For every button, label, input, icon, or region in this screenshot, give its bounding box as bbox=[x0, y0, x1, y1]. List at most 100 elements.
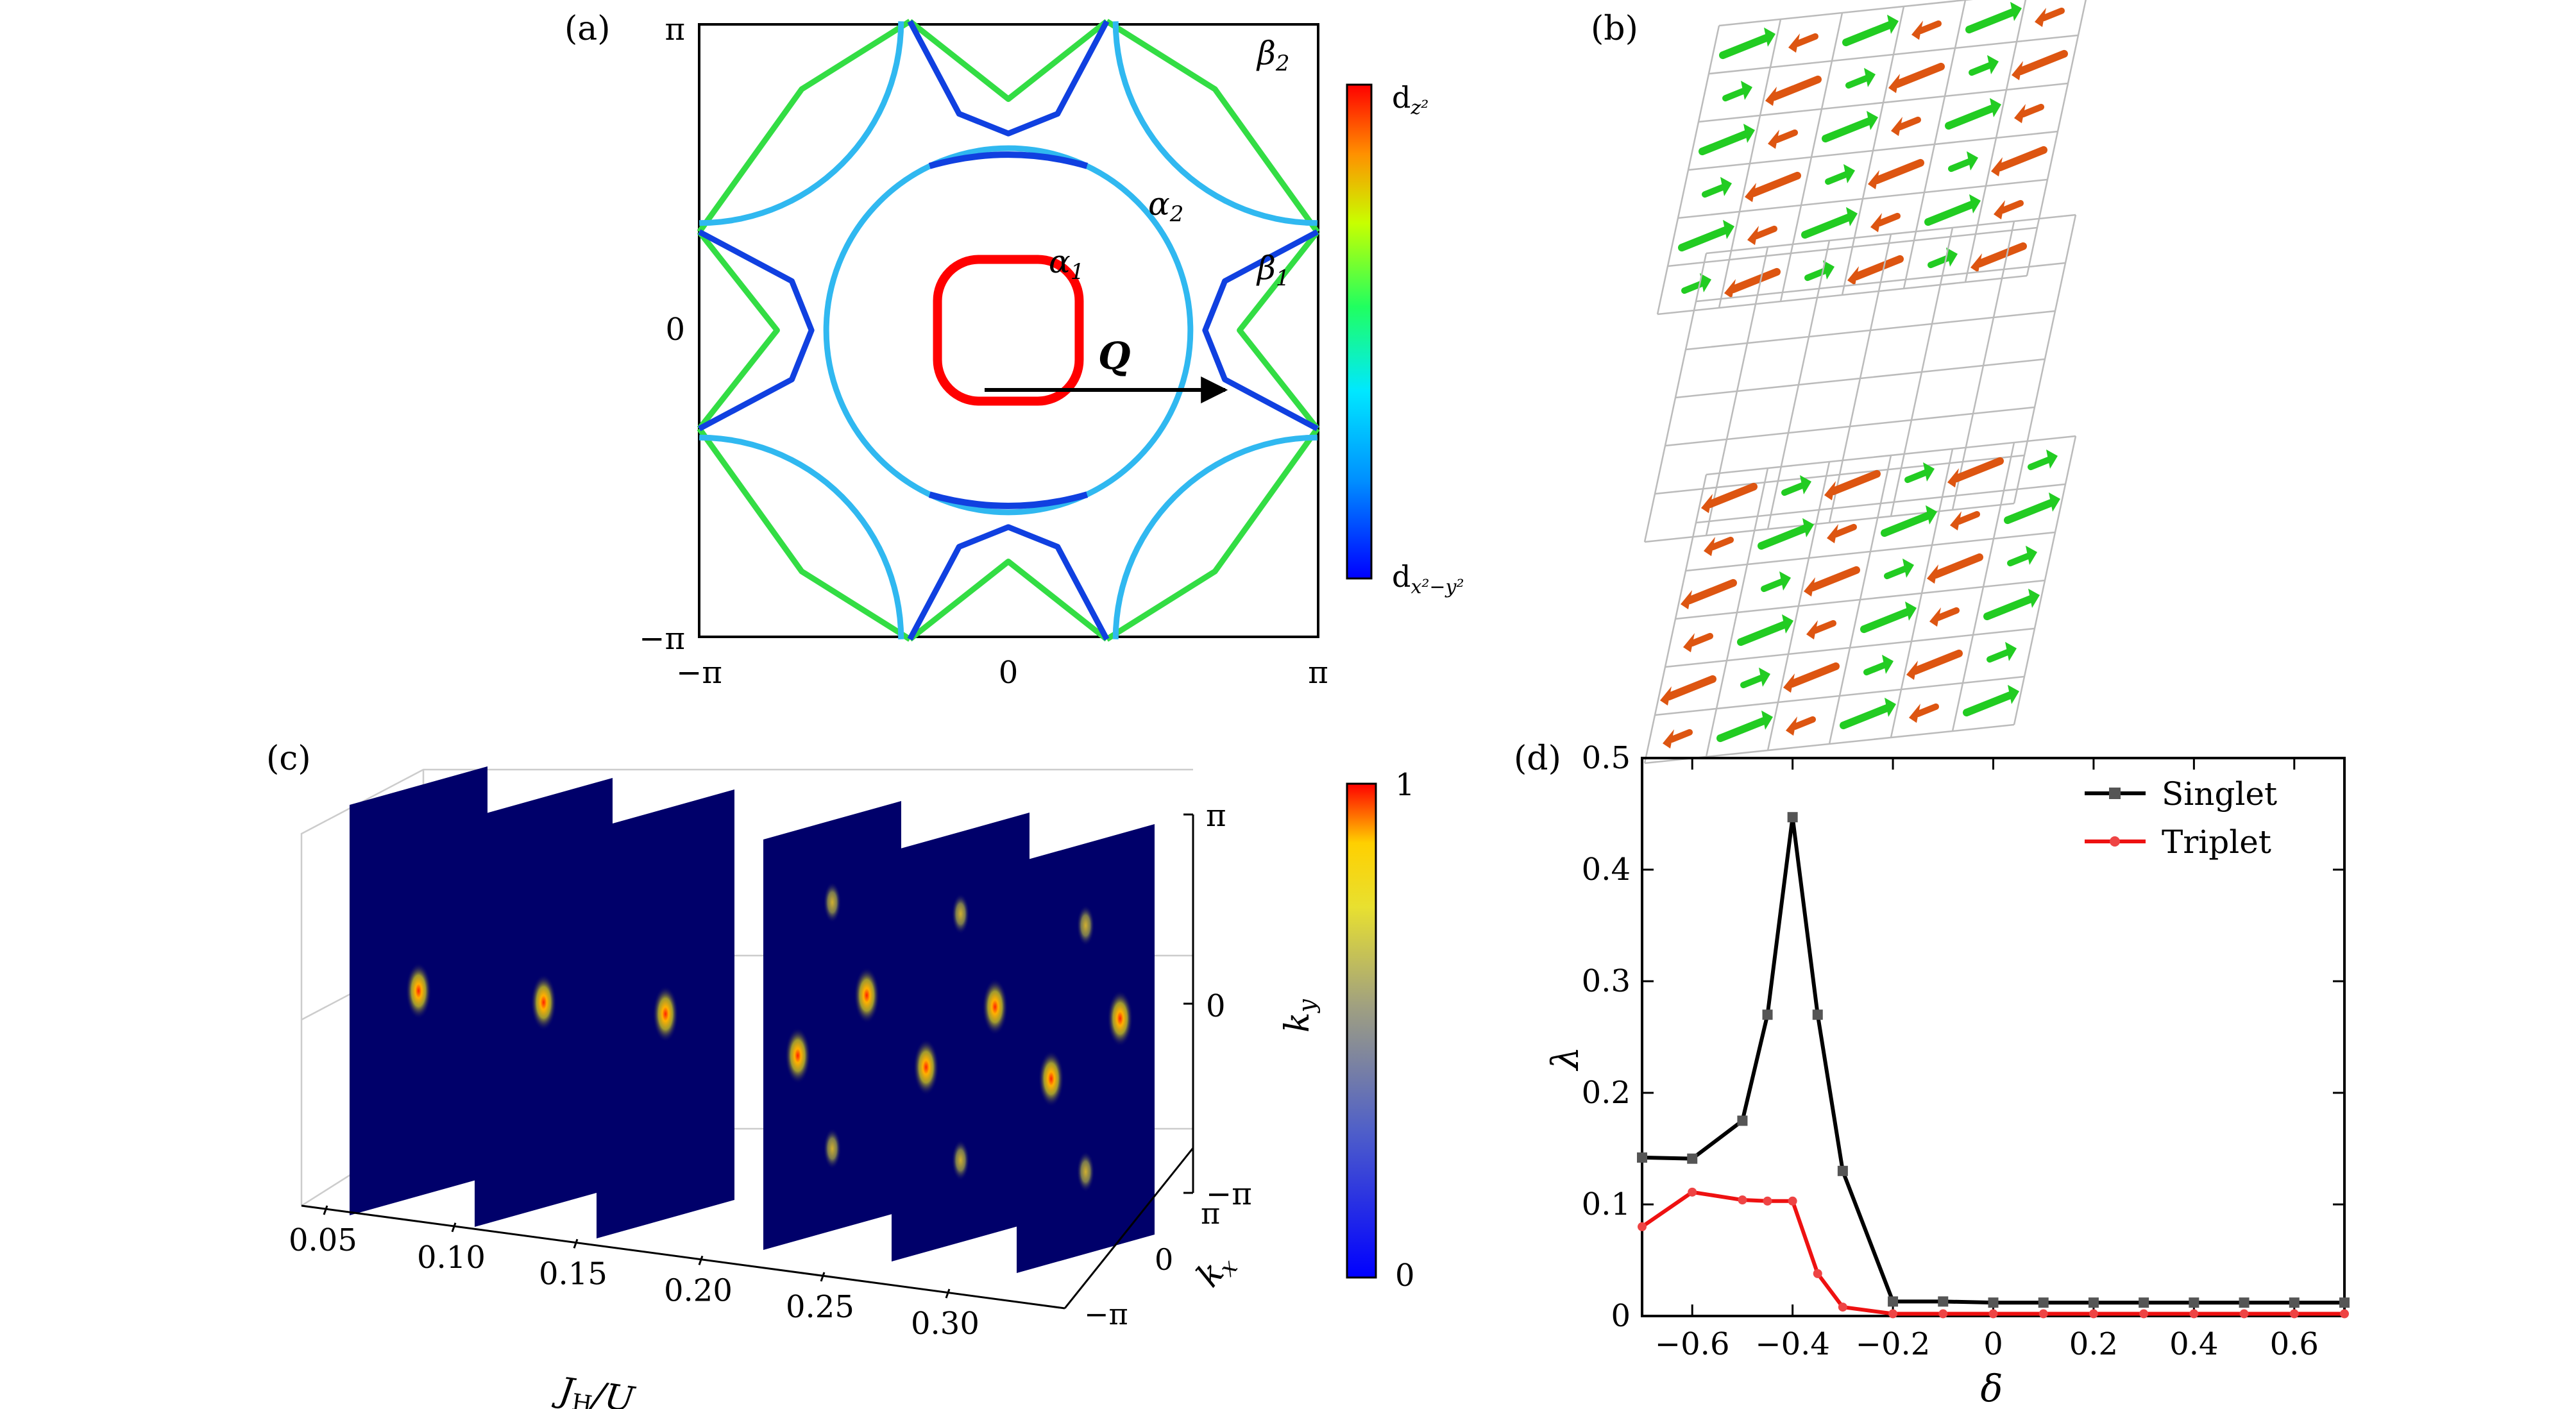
data-point bbox=[1988, 1309, 1998, 1319]
spin-arrow bbox=[1788, 662, 1840, 688]
panel-c-colorbar-bar bbox=[1346, 782, 1377, 1279]
panel-d-label: (d) bbox=[1514, 739, 1561, 778]
beta1-arc bbox=[699, 434, 904, 639]
spin-arrow bbox=[1915, 703, 1939, 718]
panel-d-ylabel: λ bbox=[1543, 1047, 1587, 1072]
spin-arrow bbox=[2040, 7, 2065, 22]
data-point bbox=[2289, 1297, 2300, 1308]
spin-arrow bbox=[1678, 226, 1729, 252]
d-y-tick-label: 0.5 bbox=[1582, 740, 1631, 776]
beta1-neck bbox=[907, 524, 1110, 641]
c-ky-tick-top: π bbox=[1206, 798, 1226, 834]
spin-arrow bbox=[1842, 21, 1894, 47]
spin-arrow bbox=[1956, 510, 1980, 525]
spin-arrow bbox=[1812, 620, 1836, 634]
panel-d-xlabel: δ bbox=[1981, 1367, 2003, 1409]
d-y-tick-label: 0.2 bbox=[1582, 1075, 1631, 1111]
spin-arrow bbox=[1722, 87, 1747, 102]
empty-layer-middle bbox=[1643, 214, 2077, 543]
panel-c-label: (c) bbox=[266, 739, 311, 778]
panel-c: (c) π 0 −π ky π 0 −π kx 0.05 0.10 0.1 bbox=[266, 739, 1415, 1409]
spin-arrow bbox=[1904, 469, 1929, 484]
spin-arrow bbox=[1792, 716, 1816, 730]
alpha2-circle bbox=[823, 145, 1194, 516]
panel-d-ticks: −0.6 −0.4 −0.2 0 0.2 0.4 0.6 0 0.1 0.2 0.3 0.4 0.5 bbox=[1582, 740, 2344, 1362]
spin-arrow bbox=[1716, 716, 1768, 743]
spin-layer-bottom bbox=[1643, 435, 2077, 764]
spin-arrow bbox=[1911, 649, 1963, 675]
beta1-neck bbox=[1202, 229, 1319, 432]
spin-arrow bbox=[1948, 158, 1972, 173]
heatmap-plane bbox=[763, 801, 901, 1250]
a-ytick-top: π bbox=[665, 12, 685, 47]
spin-arrow bbox=[1702, 183, 1726, 198]
c-x-tick-label: 0.15 bbox=[539, 1256, 607, 1292]
spin-arrow bbox=[1737, 620, 1788, 646]
beta2-segment bbox=[697, 19, 911, 234]
alpha2-accent bbox=[928, 151, 1089, 169]
spin-arrow bbox=[1999, 199, 2024, 214]
heatmap-peak bbox=[652, 986, 679, 1042]
series-triplet bbox=[1638, 1187, 2349, 1319]
beta2-segment bbox=[1237, 230, 1320, 431]
c-kx-tick-top: π bbox=[1201, 1196, 1220, 1231]
spin-arrow bbox=[1840, 704, 1891, 730]
alpha2-label: α2 bbox=[1148, 185, 1183, 227]
data-point bbox=[1687, 1153, 1698, 1164]
beta1-arc bbox=[1112, 21, 1318, 226]
heatmap-plane bbox=[597, 789, 734, 1238]
a-xtick-left: −π bbox=[676, 655, 722, 691]
spin-arrow bbox=[1945, 104, 1996, 130]
spin-arrow bbox=[1699, 130, 1750, 156]
spin-arrow bbox=[1897, 116, 1921, 131]
beta2-segment bbox=[1105, 426, 1320, 642]
a-xtick-mid: 0 bbox=[999, 655, 1019, 691]
spin-arrow bbox=[1774, 129, 1798, 144]
heatmap-plane bbox=[475, 778, 613, 1227]
spin-arrow bbox=[1770, 75, 1822, 101]
data-point bbox=[1787, 812, 1798, 823]
spin-arrow bbox=[1976, 242, 2027, 268]
data-point bbox=[1737, 1115, 1748, 1126]
data-point bbox=[2189, 1297, 2199, 1308]
data-point bbox=[1812, 1009, 1823, 1020]
data-point bbox=[2038, 1309, 2048, 1319]
d-x-tick-label: 0 bbox=[1983, 1326, 2003, 1362]
spin-arrow bbox=[1665, 675, 1716, 701]
data-point bbox=[1988, 1297, 1999, 1308]
series-line bbox=[1641, 815, 2344, 1305]
spin-arrow bbox=[1881, 511, 1932, 537]
c-ky-tick-bot: −π bbox=[1206, 1176, 1252, 1212]
spin-arrow bbox=[1706, 482, 1758, 509]
d-y-tick-label: 0.4 bbox=[1582, 852, 1631, 888]
spin-arrow bbox=[1965, 8, 2017, 34]
data-point bbox=[2239, 1309, 2249, 1319]
data-point bbox=[2139, 1309, 2149, 1319]
beta2-segment bbox=[697, 426, 911, 642]
panel-a-colorbar-bar bbox=[1346, 83, 1373, 580]
d-y-tick-label: 0 bbox=[1611, 1298, 1631, 1334]
spin-arrow bbox=[1860, 607, 1911, 634]
spin-arrow bbox=[1740, 674, 1765, 689]
c-kx-tick-mid: 0 bbox=[1155, 1242, 1173, 1277]
beta2-segment bbox=[1105, 19, 1320, 234]
spin-arrow bbox=[1969, 62, 1993, 76]
spin-arrow bbox=[1689, 632, 1713, 647]
legend-singlet: Singlet bbox=[2085, 775, 2277, 813]
beta2-label: β2 bbox=[1256, 35, 1290, 76]
c-kx-tick-bot: −π bbox=[1084, 1297, 1128, 1331]
spin-arrow bbox=[1852, 255, 1904, 281]
panel-a-colorbar: dz² dx²−y² bbox=[1346, 80, 1464, 598]
data-point bbox=[1788, 1196, 1797, 1206]
q-vector-label: Q bbox=[1098, 334, 1131, 378]
data-point bbox=[1813, 1269, 1822, 1278]
heatmap-peak bbox=[951, 893, 970, 934]
data-point bbox=[2089, 1309, 2098, 1319]
c-x-tick-label: 0.30 bbox=[911, 1306, 979, 1342]
c-x-axis-label: JH/U bbox=[550, 1369, 638, 1409]
spin-arrow bbox=[1996, 146, 2047, 172]
data-point bbox=[2038, 1297, 2049, 1308]
data-point bbox=[1837, 1165, 1848, 1176]
spin-arrow bbox=[1963, 691, 2014, 717]
